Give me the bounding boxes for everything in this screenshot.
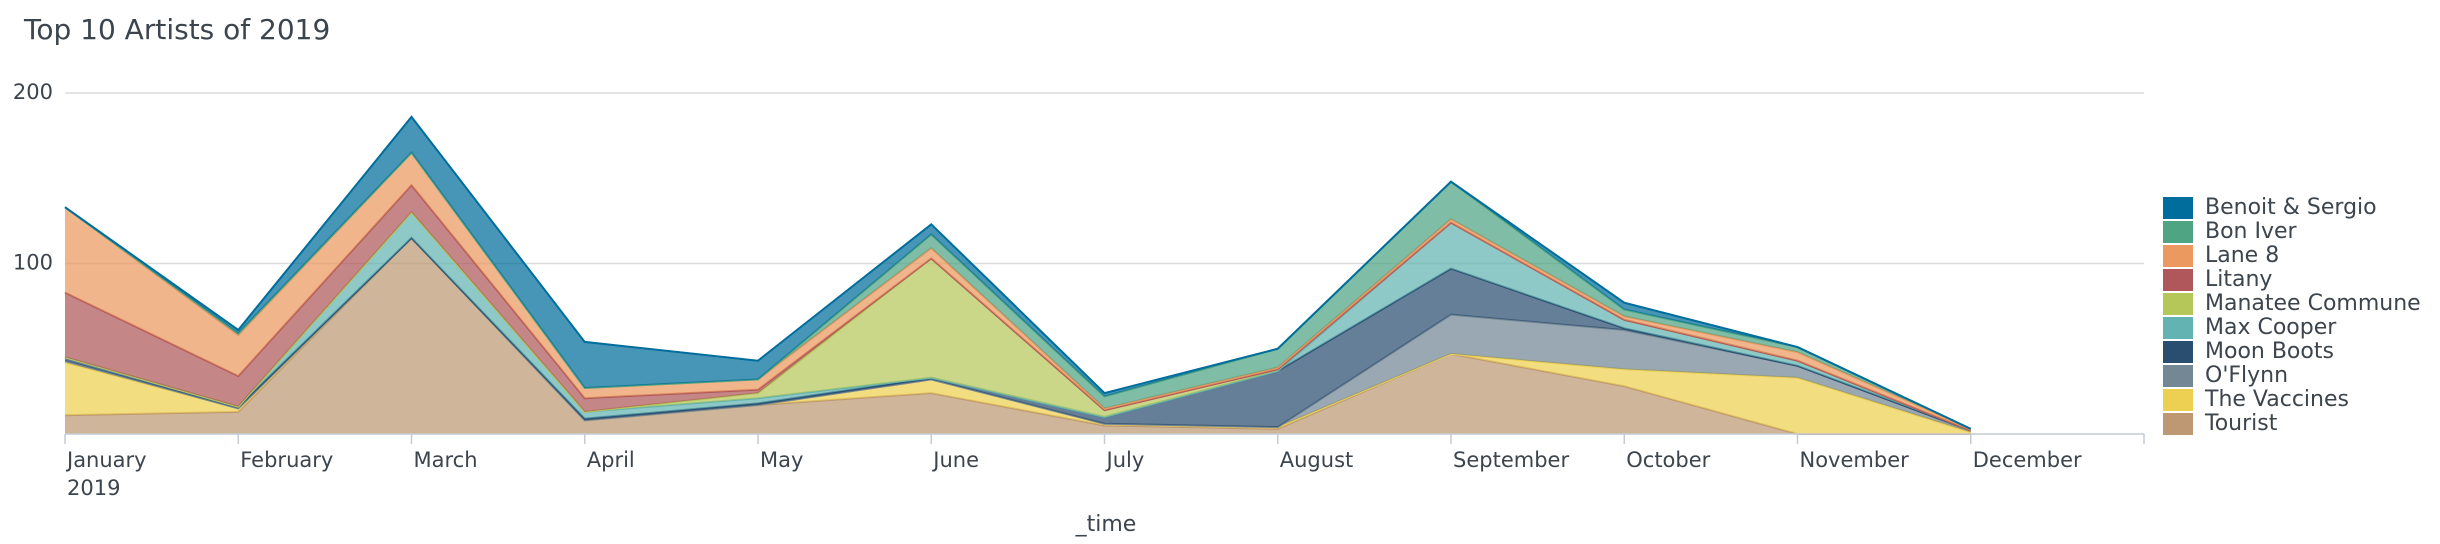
area (65, 212, 1971, 431)
legend-label: Tourist (2204, 411, 2278, 436)
legend-label: Litany (2205, 267, 2272, 292)
x-tick-label: July (1105, 448, 1145, 472)
legend-swatch (2163, 197, 2193, 219)
legend-swatch (2163, 245, 2193, 267)
area (65, 237, 1971, 431)
legend-label: O'Flynn (2205, 363, 2288, 388)
x-tick-label: April (587, 448, 635, 472)
legend-swatch (2163, 221, 2193, 243)
x-tick-label: February (240, 448, 333, 472)
legend-swatch (2163, 413, 2193, 435)
chart-title: Top 10 Artists of 2019 (23, 13, 330, 46)
legend-label: Max Cooper (2205, 315, 2337, 340)
legend-swatch (2163, 389, 2193, 411)
legend-label: Lane 8 (2205, 243, 2279, 268)
area-edge (64, 115, 1972, 430)
x-year-label: 2019 (67, 476, 120, 500)
legend-label: Moon Boots (2205, 339, 2334, 364)
legend-label: Manatee Commune (2205, 291, 2421, 316)
x-tick-label: March (414, 448, 478, 472)
legend-label: Bon Iver (2205, 219, 2298, 244)
x-tick-label: August (1280, 448, 1354, 472)
legend-swatch (2163, 365, 2193, 387)
area (65, 237, 1971, 434)
y-tick-label: 100 (13, 251, 53, 275)
x-tick-label: December (1973, 448, 2082, 472)
legend-label: The Vaccines (2204, 387, 2349, 412)
legend-swatch (2163, 317, 2193, 339)
legend-swatch (2163, 341, 2193, 363)
legend-swatch (2163, 269, 2193, 291)
legend-swatch (2163, 293, 2193, 315)
area (65, 237, 1971, 434)
x-tick-label: November (1800, 448, 1910, 472)
area (65, 237, 1971, 433)
area (65, 152, 1971, 429)
x-tick-label: September (1453, 448, 1569, 472)
area (65, 212, 1971, 431)
x-axis-title: _time (1075, 512, 1137, 537)
x-tick-label: January (65, 448, 147, 472)
x-tick-label: May (760, 448, 803, 472)
y-tick-label: 200 (13, 80, 53, 104)
x-tick-label: June (931, 448, 979, 472)
x-tick-label: October (1626, 448, 1710, 472)
legend-label: Benoit & Sergio (2205, 195, 2377, 220)
